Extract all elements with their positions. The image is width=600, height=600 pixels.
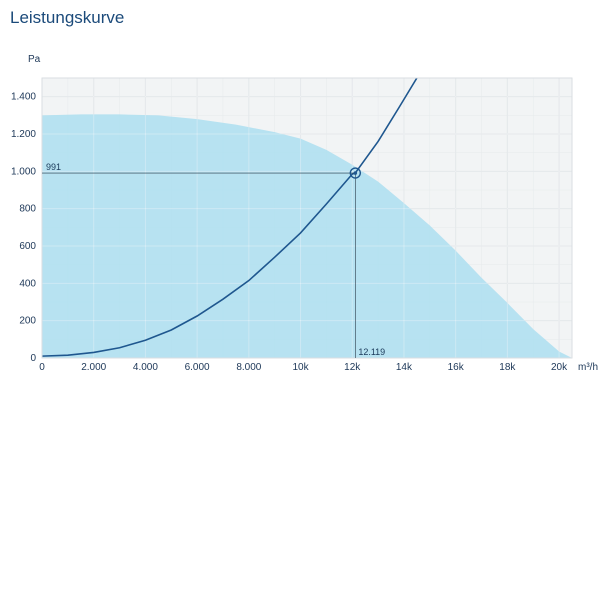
svg-text:12k: 12k <box>344 362 361 373</box>
svg-text:800: 800 <box>19 204 36 215</box>
svg-text:6.000: 6.000 <box>185 362 210 373</box>
svg-text:1.200: 1.200 <box>11 129 36 140</box>
svg-text:1.400: 1.400 <box>11 92 36 103</box>
svg-text:991: 991 <box>46 162 61 172</box>
svg-text:8.000: 8.000 <box>236 362 261 373</box>
svg-text:18k: 18k <box>499 362 516 373</box>
chart-svg: 0 2.000 4.000 6.000 8.000 10k 12k 14k 16k 18k 20k 0… <box>0 28 600 388</box>
svg-text:14k: 14k <box>396 362 413 373</box>
svg-text:200: 200 <box>19 316 36 327</box>
svg-text:20k: 20k <box>551 362 568 373</box>
svg-text:m³/h: m³/h <box>578 362 598 373</box>
svg-text:12.119: 12.119 <box>358 347 385 357</box>
svg-text:2.000: 2.000 <box>81 362 106 373</box>
svg-text:16k: 16k <box>448 362 465 373</box>
svg-text:Pa: Pa <box>28 54 41 65</box>
svg-text:4.000: 4.000 <box>133 362 158 373</box>
svg-text:400: 400 <box>19 278 36 289</box>
svg-text:0: 0 <box>30 353 36 364</box>
chart-title: Leistungskurve <box>0 0 600 28</box>
svg-text:0: 0 <box>39 362 45 373</box>
svg-text:600: 600 <box>19 241 36 252</box>
svg-text:1.000: 1.000 <box>11 166 36 177</box>
performance-chart: 0 2.000 4.000 6.000 8.000 10k 12k 14k 16k 18k 20k 0… <box>0 28 600 388</box>
svg-text:10k: 10k <box>292 362 309 373</box>
